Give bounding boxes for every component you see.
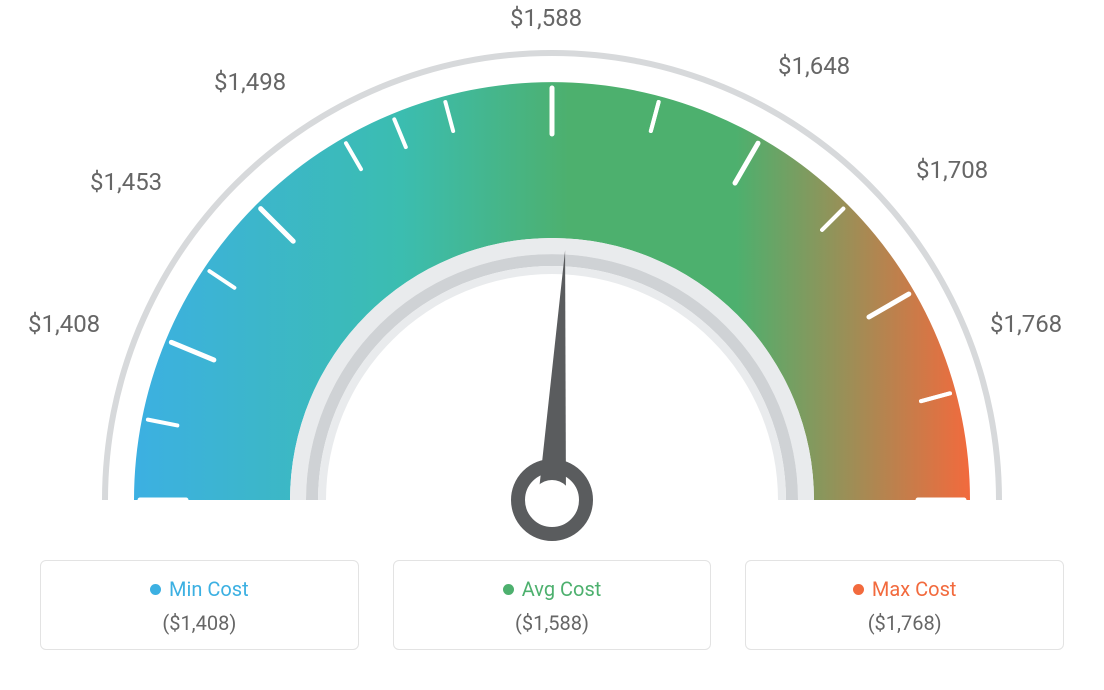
legend-title-min: Min Cost	[61, 577, 338, 601]
tick-label-1: $1,453	[90, 168, 162, 196]
legend-value-avg: ($1,588)	[414, 611, 691, 635]
legend-title-avg: Avg Cost	[414, 577, 691, 601]
legend-value-max: ($1,768)	[766, 611, 1043, 635]
legend-card-max: Max Cost ($1,768)	[745, 560, 1064, 650]
legend-card-min: Min Cost ($1,408)	[40, 560, 359, 650]
legend-value-min: ($1,408)	[61, 611, 338, 635]
legend-dot-min	[150, 584, 161, 595]
tick-label-4: $1,648	[778, 52, 850, 80]
tick-label-2: $1,498	[214, 68, 286, 96]
tick-label-0: $1,408	[28, 310, 100, 338]
legend-dot-max	[853, 584, 864, 595]
legend-card-avg: Avg Cost ($1,588)	[393, 560, 712, 650]
legend-title-text-max: Max Cost	[872, 577, 957, 601]
gauge-container: $1,408 $1,453 $1,498 $1,588 $1,648 $1,70…	[0, 0, 1104, 560]
legend-dot-avg	[503, 584, 514, 595]
tick-label-3: $1,588	[510, 4, 582, 32]
gauge-svg	[0, 0, 1104, 560]
legend-row: Min Cost ($1,408) Avg Cost ($1,588) Max …	[0, 560, 1104, 650]
legend-title-text-min: Min Cost	[169, 577, 249, 601]
legend-title-max: Max Cost	[766, 577, 1043, 601]
tick-label-6: $1,768	[990, 310, 1062, 338]
legend-title-text-avg: Avg Cost	[522, 577, 602, 601]
tick-label-5: $1,708	[916, 156, 988, 184]
